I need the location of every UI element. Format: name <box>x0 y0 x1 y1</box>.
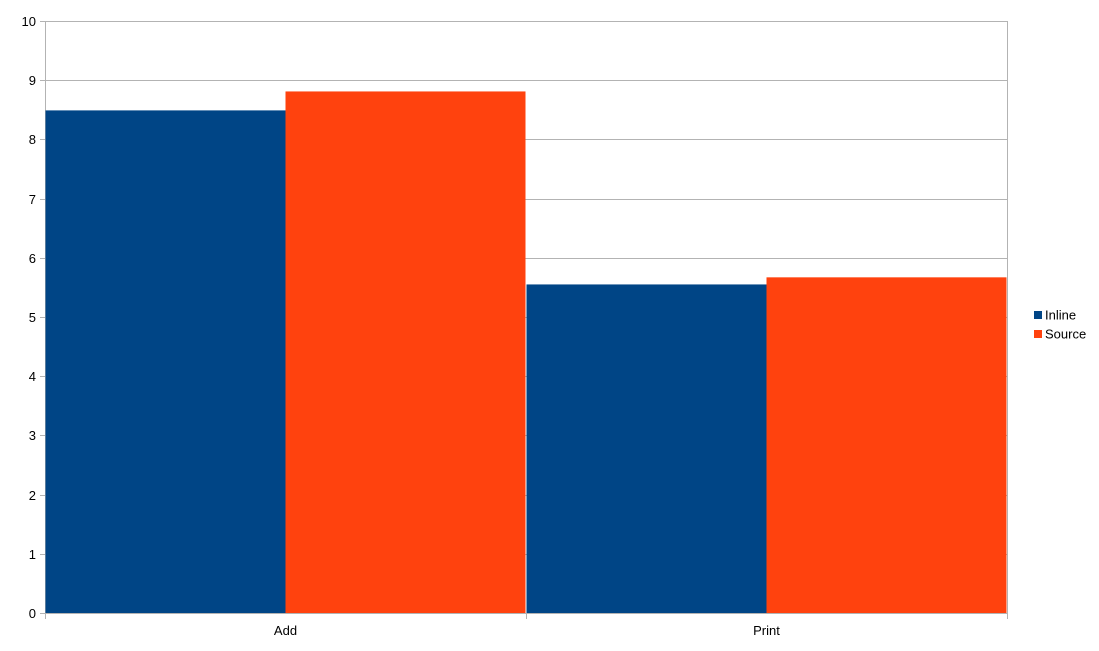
legend-swatch-source <box>1034 330 1042 338</box>
bar-inline-add <box>45 110 286 613</box>
y-tick-label-2: 2 <box>29 488 36 503</box>
y-tick-label-8: 8 <box>29 132 36 147</box>
y-tick-label-0: 0 <box>29 606 36 621</box>
y-tick-label-7: 7 <box>29 192 36 207</box>
legend-swatch-inline <box>1034 311 1042 319</box>
y-tick-label-5: 5 <box>29 310 36 325</box>
x-tick-label-add: Add <box>274 623 297 638</box>
y-tick-label-9: 9 <box>29 73 36 88</box>
bar-source-add <box>285 91 526 613</box>
bar-inline-print <box>526 284 767 613</box>
y-tick-labels: 0 1 2 3 4 5 6 7 8 9 10 <box>22 14 36 621</box>
y-tick-label-10: 10 <box>22 14 36 29</box>
legend: Inline Source <box>1034 308 1086 342</box>
y-tick-label-3: 3 <box>29 428 36 443</box>
bars <box>45 91 1007 613</box>
legend-label-source: Source <box>1045 327 1086 342</box>
y-tick-label-6: 6 <box>29 251 36 266</box>
y-tick-label-1: 1 <box>29 547 36 562</box>
legend-label-inline: Inline <box>1045 308 1076 323</box>
bar-source-print <box>766 277 1007 613</box>
x-tick-label-print: Print <box>753 623 780 638</box>
y-tick-label-4: 4 <box>29 369 36 384</box>
x-tick-labels: Add Print <box>274 623 780 638</box>
